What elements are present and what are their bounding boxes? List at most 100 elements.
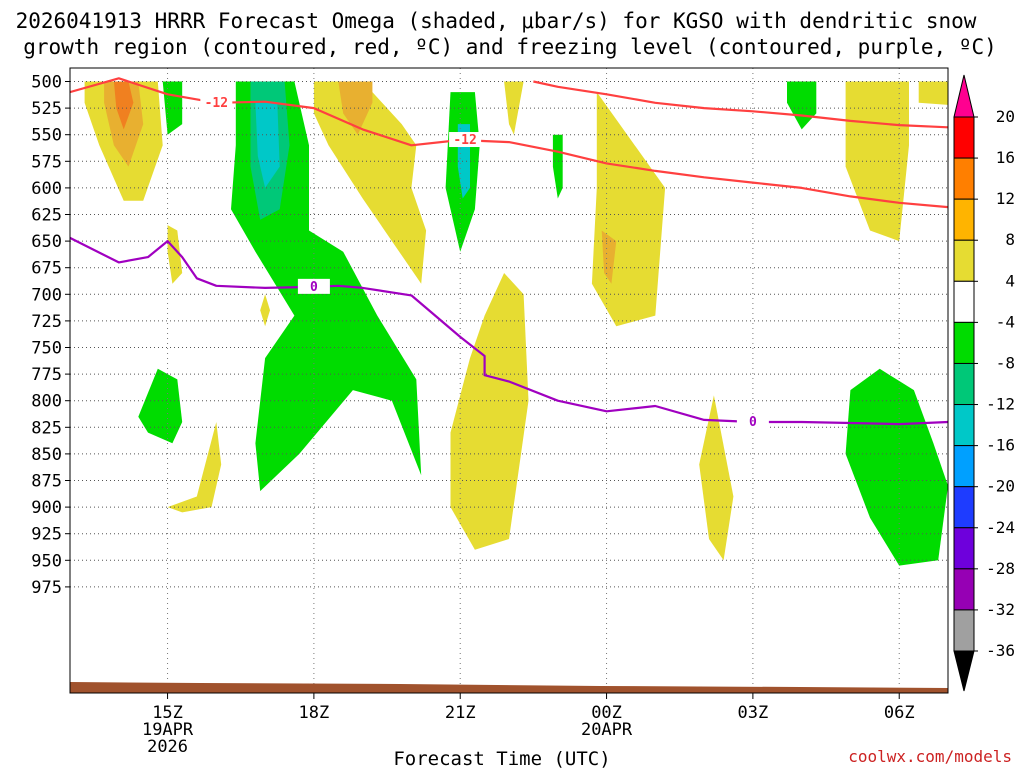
y-tick-label-500: 500: [31, 73, 62, 93]
omega-region-11: [552, 134, 563, 199]
x-tick-label-21-0: 21Z: [445, 703, 476, 723]
omega-region-5: [338, 81, 373, 135]
y-tick-label-900: 900: [31, 498, 62, 518]
colorbar-swatch-8: [953, 445, 975, 488]
x-tick-label-15-1: 19APR: [142, 720, 194, 740]
colorbar-label-1: 16: [996, 148, 1015, 167]
colorbar-label-3: 8: [1005, 230, 1015, 249]
dgz-label-1-bg: [200, 94, 233, 110]
frz-label-2: 0: [749, 415, 757, 430]
y-tick-label-600: 600: [31, 179, 62, 199]
y-tick-label-825: 825: [31, 418, 62, 438]
colorbar-swatch-1: [953, 157, 975, 200]
y-tick-label-575: 575: [31, 152, 62, 172]
chart-title-line2: growth region (contoured, red, ºC) and f…: [23, 35, 997, 59]
y-tick-label-700: 700: [31, 285, 62, 305]
dgz-label-1: -12: [205, 96, 228, 111]
frz-label-1-bg: [297, 278, 330, 294]
frz-label-1: 0: [310, 280, 318, 295]
omega-region-17: [845, 81, 909, 242]
y-axis-ticks: 500 525 550 575 600 625 650 675 700 725 750 775 800 8…: [31, 73, 70, 598]
colorbar-top-arrow: [953, 74, 975, 118]
y-tick-label-925: 925: [31, 525, 62, 545]
colorbar-swatch-9: [953, 486, 975, 529]
colorbar-label-4: 4: [1005, 271, 1015, 290]
x-tick-label-15-0: 15Z: [152, 703, 183, 723]
omega-region-21: [260, 294, 270, 327]
colorbar-label-12: -32: [986, 600, 1015, 619]
omega-region-15: [504, 81, 524, 135]
chart-title-line1: 2026041913 HRRR Forecast Omega (shaded, …: [16, 9, 977, 33]
omega-region-2: [113, 81, 134, 130]
x-axis-label: Forecast Time (UTC): [393, 748, 610, 768]
y-tick-label-950: 950: [31, 551, 62, 571]
omega-region-14: [450, 273, 529, 550]
omega-shading: [84, 81, 948, 566]
x-tick-label-15-2: 2026: [147, 737, 188, 757]
colorbar-label-2: 12: [996, 189, 1015, 208]
y-tick-label-750: 750: [31, 339, 62, 359]
x-tick-label-30-0: 06Z: [884, 703, 915, 723]
colorbar-swatch-3: [953, 239, 975, 282]
colorbar-label-7: -12: [986, 395, 1015, 414]
colorbar-swatch-11: [953, 568, 975, 611]
y-tick-label-650: 650: [31, 232, 62, 252]
x-tick-label-24-0: 00Z: [591, 703, 622, 723]
dgz-label-2: -12: [453, 133, 476, 148]
colorbar-swatch-5: [953, 321, 975, 364]
colorbar-swatch-10: [953, 527, 975, 570]
colorbar-swatch-6: [953, 362, 975, 406]
y-tick-label-525: 525: [31, 99, 62, 119]
omega-region-18: [918, 81, 948, 105]
terrain-fill: [70, 682, 948, 693]
y-tick-label-850: 850: [31, 445, 62, 465]
x-tick-label-24-1: 20APR: [581, 720, 633, 740]
omega-region-8: [255, 102, 280, 188]
omega-region-16: [787, 81, 817, 130]
y-tick-label-675: 675: [31, 259, 62, 279]
colorbar-swatch-0: [953, 116, 975, 159]
omega-region-24: [845, 368, 948, 566]
colorbar-label-0: 20: [996, 107, 1015, 126]
colorbar-label-6: -8: [996, 353, 1015, 372]
x-tick-label-18-0: 18Z: [299, 703, 330, 723]
colorbar-label-10: -24: [986, 518, 1015, 537]
x-tick-label-27-0: 03Z: [738, 703, 769, 723]
omega-region-23: [699, 395, 734, 561]
y-tick-label-550: 550: [31, 126, 62, 146]
omega-region-22: [167, 422, 222, 513]
colorbar-label-9: -20: [986, 477, 1015, 496]
colorbar-swatch-7: [953, 404, 975, 447]
colorbar-swatch-4: [953, 280, 975, 323]
omega-region-12: [591, 92, 666, 327]
dgz-label-2-bg: [449, 132, 482, 148]
y-tick-label-875: 875: [31, 472, 62, 492]
plot-area: -12 -12 0 0: [70, 68, 948, 693]
y-tick-label-775: 775: [31, 365, 62, 385]
colorbar-swatch-12: [953, 609, 975, 652]
colorbar-swatch-2: [953, 198, 975, 241]
y-tick-label-975: 975: [31, 578, 62, 598]
plot-frame: [69, 67, 949, 694]
omega-region-3: [162, 81, 183, 135]
omega-region-4: [313, 81, 427, 284]
omega-region-19: [138, 368, 183, 444]
omega-region-13: [601, 230, 617, 284]
colorbar-label-8: -16: [986, 436, 1015, 455]
colorbar: 20 16 12 8 4 -4 -8 -12 -16 -20 -24 -28 -32 -36: [953, 74, 1015, 692]
omega-region-20: [167, 225, 183, 284]
grid-lines: [70, 68, 948, 693]
colorbar-label-13: -36: [986, 641, 1015, 660]
y-tick-label-625: 625: [31, 206, 62, 226]
frz-label-2-bg: [736, 413, 769, 429]
contours: -12 -12 0 0: [70, 77, 948, 430]
colorbar-bottom-arrow: [953, 650, 975, 692]
colorbar-label-11: -28: [986, 559, 1015, 578]
dgz-contour-1: [533, 80, 948, 129]
credit-link[interactable]: coolwx.com/models: [848, 747, 1012, 766]
y-tick-label-725: 725: [31, 312, 62, 332]
y-tick-label-800: 800: [31, 392, 62, 412]
colorbar-label-5: -4: [996, 312, 1015, 331]
